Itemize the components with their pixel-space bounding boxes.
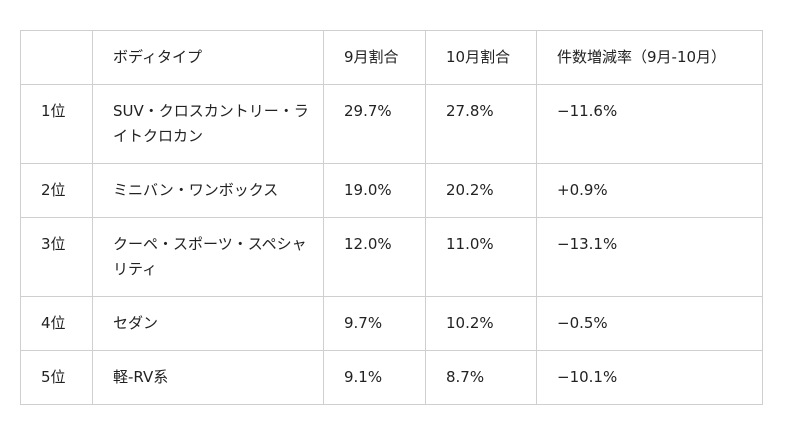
rank-cell: 2位 xyxy=(20,163,93,218)
change-rate-cell: −13.1% xyxy=(536,217,763,297)
change-rate-cell: +0.9% xyxy=(536,163,763,218)
change-rate-cell: −11.6% xyxy=(536,84,763,164)
october-share-cell: 20.2% xyxy=(425,163,537,218)
september-share-cell: 9.1% xyxy=(323,350,426,405)
september-share-cell: 12.0% xyxy=(323,217,426,297)
rank-cell: 1位 xyxy=(20,84,93,164)
change-rate-cell: −0.5% xyxy=(536,296,763,351)
ranking-table: ボディタイプ 9月割合 10月割合 件数増減率（9月-10月） 1位 SUV・ク… xyxy=(20,30,763,405)
header-change-rate: 件数増減率（9月-10月） xyxy=(536,30,763,85)
header-september-share: 9月割合 xyxy=(323,30,426,85)
table-row: 4位 セダン 9.7% 10.2% −0.5% xyxy=(20,296,763,351)
october-share-cell: 10.2% xyxy=(425,296,537,351)
body-type-cell: SUV・クロスカントリー・ライトクロカン xyxy=(92,84,324,164)
october-share-cell: 11.0% xyxy=(425,217,537,297)
body-type-cell: クーペ・スポーツ・スペシャリティ xyxy=(92,217,324,297)
october-share-cell: 8.7% xyxy=(425,350,537,405)
table-header-row: ボディタイプ 9月割合 10月割合 件数増減率（9月-10月） xyxy=(20,30,763,85)
body-type-cell: 軽-RV系 xyxy=(92,350,324,405)
header-body-type: ボディタイプ xyxy=(92,30,324,85)
october-share-cell: 27.8% xyxy=(425,84,537,164)
table-row: 1位 SUV・クロスカントリー・ライトクロカン 29.7% 27.8% −11.… xyxy=(20,84,763,164)
header-october-share: 10月割合 xyxy=(425,30,537,85)
table-row: 3位 クーペ・スポーツ・スペシャリティ 12.0% 11.0% −13.1% xyxy=(20,217,763,297)
table-row: 2位 ミニバン・ワンボックス 19.0% 20.2% +0.9% xyxy=(20,163,763,218)
rank-cell: 3位 xyxy=(20,217,93,297)
body-type-cell: ミニバン・ワンボックス xyxy=(92,163,324,218)
rank-cell: 4位 xyxy=(20,296,93,351)
september-share-cell: 19.0% xyxy=(323,163,426,218)
header-rank xyxy=(20,30,93,85)
change-rate-cell: −10.1% xyxy=(536,350,763,405)
table-row: 5位 軽-RV系 9.1% 8.7% −10.1% xyxy=(20,350,763,405)
rank-cell: 5位 xyxy=(20,350,93,405)
september-share-cell: 29.7% xyxy=(323,84,426,164)
september-share-cell: 9.7% xyxy=(323,296,426,351)
body-type-cell: セダン xyxy=(92,296,324,351)
